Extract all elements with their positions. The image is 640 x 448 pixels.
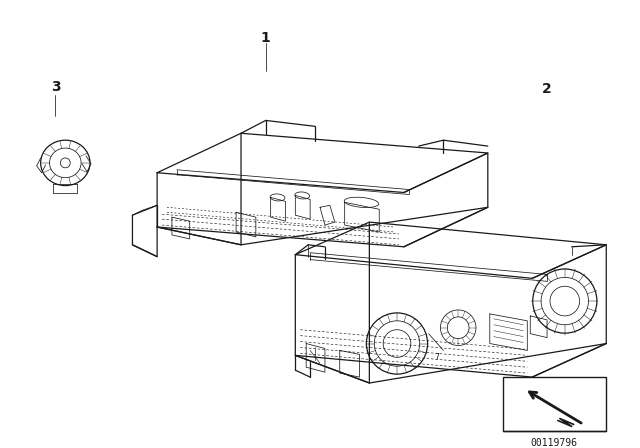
Text: 3: 3 <box>51 80 60 94</box>
Text: 2: 2 <box>542 82 552 96</box>
Text: 1: 1 <box>261 30 271 44</box>
Text: 7: 7 <box>434 353 439 362</box>
Text: 00119796: 00119796 <box>531 438 577 448</box>
Bar <box>502 377 606 431</box>
